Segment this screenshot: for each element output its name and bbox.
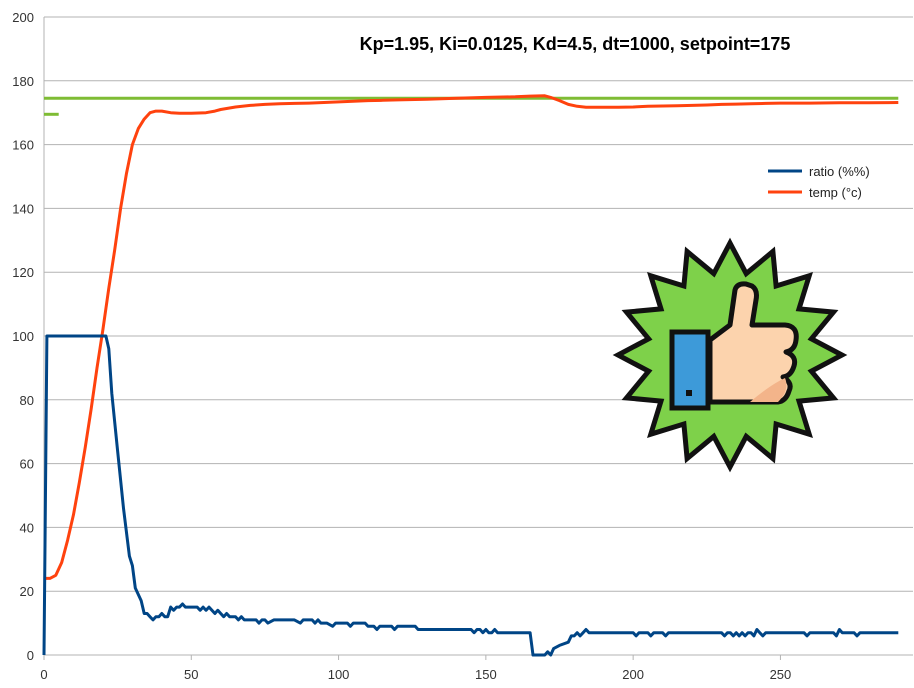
y-tick-label: 100 [12, 329, 34, 344]
legend: ratio (%%) temp (°c) [768, 164, 870, 200]
y-tick-label: 140 [12, 201, 34, 216]
legend-label-temp: temp (°c) [809, 185, 862, 200]
x-tick-labels: 0 50 100 150 200 250 [40, 655, 791, 682]
legend-label-ratio: ratio (%%) [809, 164, 870, 179]
grid [43, 16, 913, 656]
thumbs-up-badge-icon [612, 237, 848, 473]
y-tick-label: 0 [27, 648, 34, 663]
thumbs-up-icon [669, 281, 799, 411]
y-tick-label: 180 [12, 74, 34, 89]
y-tick-label: 60 [20, 457, 34, 472]
x-tick-label: 150 [475, 667, 497, 682]
chart-title: Kp=1.95, Ki=0.0125, Kd=4.5, dt=1000, set… [360, 34, 791, 54]
series-line-0 [42, 334, 899, 657]
x-tick-label: 100 [328, 667, 350, 682]
x-tick-label: 50 [184, 667, 198, 682]
x-tick-label: 0 [40, 667, 47, 682]
x-tick-label: 250 [770, 667, 792, 682]
y-tick-label: 20 [20, 584, 34, 599]
y-tick-label: 40 [20, 520, 34, 535]
series-lines [42, 94, 899, 657]
y-tick-labels: 0 20 40 60 80 100 120 140 160 180 200 [12, 10, 34, 663]
y-tick-label: 80 [20, 393, 34, 408]
y-tick-label: 200 [12, 10, 34, 25]
y-tick-label: 160 [12, 138, 34, 153]
y-tick-label: 120 [12, 265, 34, 280]
series-line-1 [44, 94, 899, 580]
x-tick-label: 200 [622, 667, 644, 682]
